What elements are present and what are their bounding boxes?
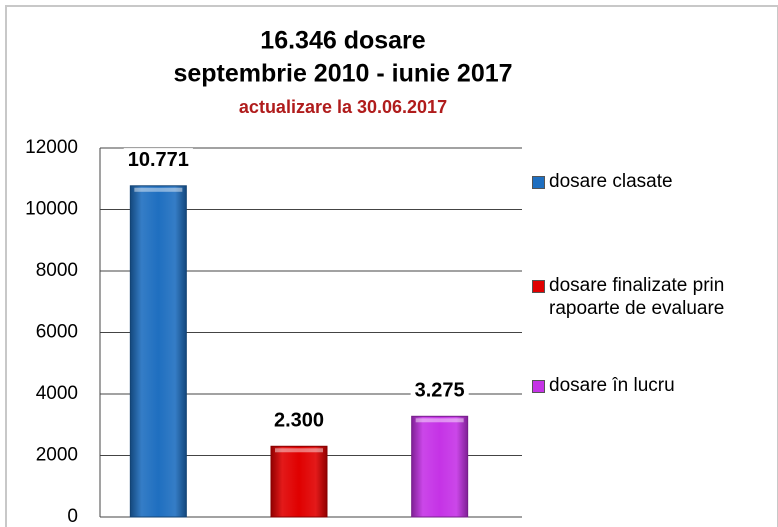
data-label: 3.275 — [415, 380, 465, 402]
y-tick-label: 8000 — [36, 260, 78, 281]
frame — [5, 5, 778, 527]
legend-swatch — [532, 380, 545, 393]
chart-subtitle: actualizare la 30.06.2017 — [239, 97, 447, 117]
bar — [270, 445, 328, 518]
bar — [411, 415, 469, 518]
bar-highlight — [134, 187, 183, 192]
y-tick-label: 12000 — [25, 137, 78, 158]
chart-title: 16.346 dosare — [260, 27, 425, 55]
chart-title: septembrie 2010 - iunie 2017 — [173, 60, 512, 88]
legend-item: dosare clasate — [532, 170, 768, 193]
y-tick-label: 10000 — [25, 199, 78, 220]
y-tick-label: 4000 — [36, 383, 78, 404]
y-tick-label: 0 — [67, 506, 78, 527]
data-label-bg — [123, 148, 193, 173]
data-label: 2.300 — [274, 410, 324, 432]
legend-item: dosare finalizate prin rapoarte de evalu… — [532, 274, 768, 320]
legend-label: dosare finalizate prin rapoarte de evalu… — [549, 275, 725, 319]
bar — [129, 185, 187, 518]
y-tick-label: 2000 — [36, 445, 78, 466]
bar-highlight — [415, 418, 464, 423]
legend-label: dosare în lucru — [549, 375, 675, 396]
bar-highlight — [275, 448, 323, 453]
legend-swatch — [532, 176, 545, 189]
y-tick-label: 6000 — [36, 322, 78, 343]
data-label-bg — [410, 378, 469, 403]
legend-label: dosare clasate — [549, 171, 673, 192]
data-label-bg — [269, 408, 329, 433]
legend-swatch — [532, 280, 545, 293]
legend-item: dosare în lucru — [532, 374, 768, 397]
data-label: 10.771 — [128, 149, 189, 171]
